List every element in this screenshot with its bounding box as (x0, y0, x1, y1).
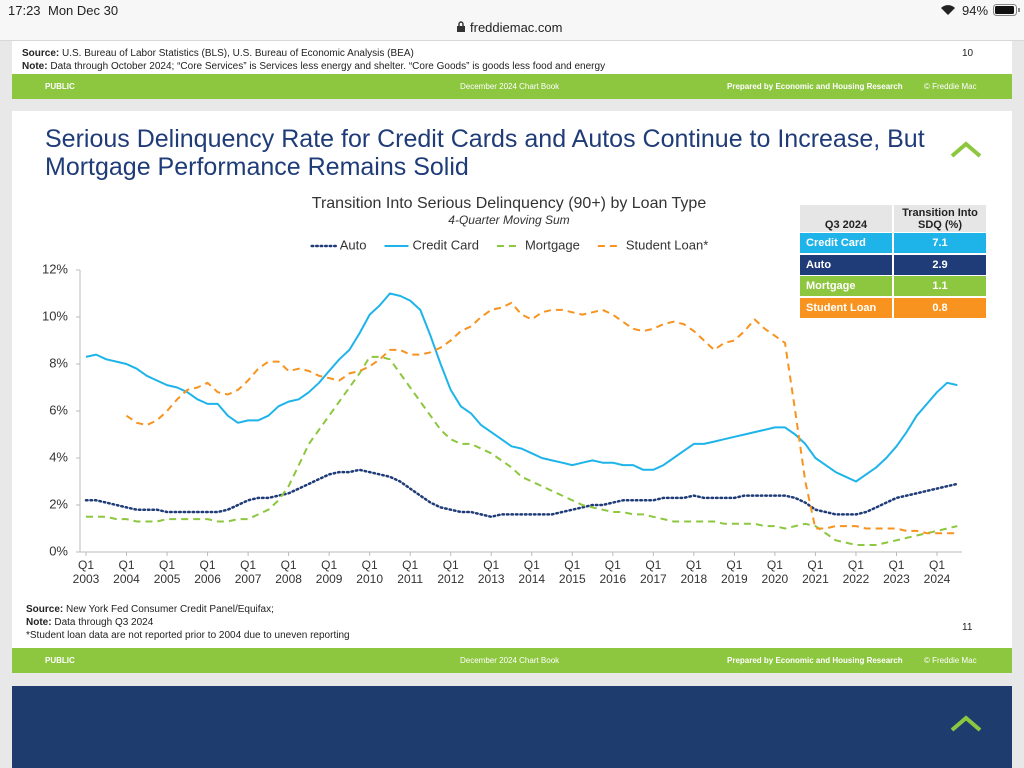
table-row-label: Mortgage (800, 276, 892, 296)
x-tick-label: Q1 2014 (518, 558, 546, 586)
y-tick-label: 2% (49, 496, 68, 511)
note-label: Note: (22, 61, 48, 72)
source: U.S. Bureau of Labor Statistics (BLS), U… (62, 48, 414, 59)
chart-subtitle: 4-Quarter Moving Sum (448, 213, 569, 227)
logo-chevron (950, 141, 982, 158)
legend: Auto Credit Card Mortgage Student Loan* (310, 237, 708, 252)
x-tick-label: Q1 2009 (315, 558, 343, 586)
y-tick-label: 8% (49, 355, 68, 370)
note: Note: Data through October 2024; “Core S… (22, 61, 605, 73)
table-header-cell: Transition Into SDQ (%) (894, 205, 986, 232)
series-line (84, 468, 959, 519)
x-tick-label: Q1 2018 (680, 558, 708, 586)
x-tick-label: Q1 2022 (842, 558, 870, 586)
note-text: Data through Q3 2024 (54, 617, 154, 628)
table-row-label: Auto (800, 254, 892, 275)
slide (12, 111, 1012, 648)
chart-book: December 2024 Chart Book (460, 82, 560, 91)
y-tick-label: 12% (42, 261, 68, 276)
table-row-value: 2.9 (894, 254, 986, 275)
note-text: Data through October 2024; “Core Service… (50, 61, 606, 72)
source-note: Source: U.S. Bureau of Labor Statistics … (22, 48, 414, 60)
page-number: 10 (962, 48, 974, 59)
x-tick-label: Q1 2011 (397, 558, 424, 586)
copyright: © Freddie Mac (924, 82, 977, 91)
x-tick-label: Q1 2023 (883, 558, 910, 586)
battery-icon (993, 4, 1020, 16)
table-row-label: Student Loan (800, 297, 892, 318)
date: Mon Dec 30 (48, 3, 119, 18)
series-line (125, 301, 958, 535)
copyright: © Freddie Mac (924, 656, 977, 665)
battery-level: 94% (962, 3, 989, 18)
footnote: *Student loan data are not reported prio… (26, 630, 350, 641)
table-header-cell: Q3 2024 (800, 205, 892, 232)
page-number: 11 (962, 622, 973, 633)
y-tick-label: 6% (49, 402, 68, 417)
source-label: Source: (26, 604, 64, 615)
source: New York Fed Consumer Credit Panel/Equif… (66, 604, 274, 615)
legend-label: Student Loan* (626, 237, 708, 252)
x-tick-label: Q1 2005 (153, 558, 181, 586)
x-tick-label: Q1 2019 (721, 558, 748, 586)
chart-book: December 2024 Chart Book (460, 656, 560, 665)
classification: PUBLIC (45, 82, 75, 91)
note: Note: Data through Q3 2024 (26, 617, 153, 629)
status-bar: 17:23 Mon Dec 30 freddiemac.com 94% (0, 0, 1024, 41)
table-row-value: 0.8 (894, 297, 986, 318)
y-tick-label: 0% (49, 543, 68, 558)
chart-title: Transition Into Serious Delinquency (90+… (312, 195, 707, 212)
x-tick-label: Q1 2012 (437, 558, 465, 586)
logo-chevron (950, 715, 982, 732)
source-note: Source: New York Fed Consumer Credit Pan… (26, 604, 274, 616)
lock-icon (457, 21, 465, 32)
table-row-label: Credit Card (800, 233, 892, 253)
footer-bar: PUBLIC December 2024 Chart Book Prepared… (12, 648, 1012, 673)
footer-bar: PUBLIC December 2024 Chart Book Prepared… (12, 74, 1012, 99)
legend-label: Auto (340, 237, 367, 252)
legend-label: Mortgage (525, 237, 580, 252)
classification: PUBLIC (45, 656, 75, 665)
y-tick-label: 10% (42, 308, 68, 323)
table-row-value: 7.1 (894, 233, 986, 253)
source-label: Source: (22, 48, 60, 59)
x-tick-label: Q1 2008 (275, 558, 302, 586)
slide-title: Serious Delinquency Rate for Credit Card… (45, 125, 925, 181)
x-tick-label: Q1 2017 (639, 558, 667, 586)
x-tick-label: Q1 2010 (356, 558, 383, 586)
x-tick-label: Q1 2004 (113, 558, 140, 586)
x-tick-label: Q1 2021 (802, 558, 829, 586)
x-tick-label: Q1 2015 (558, 558, 586, 586)
time: 17:23 (8, 3, 41, 18)
next-slide (12, 686, 1012, 768)
wifi-icon (941, 5, 955, 15)
y-tick-label: 4% (49, 449, 68, 464)
table-row-value: 1.1 (894, 276, 986, 296)
series-line (86, 355, 958, 546)
x-tick-label: Q1 2020 (761, 558, 789, 586)
prepared-by: Prepared by Economic and Housing Researc… (727, 656, 903, 665)
x-tick-label: Q1 2016 (599, 558, 627, 586)
x-tick-label: Q1 2003 (72, 558, 100, 586)
prepared-by: Prepared by Economic and Housing Researc… (727, 82, 903, 91)
x-tick-label: Q1 2013 (477, 558, 505, 586)
url[interactable]: freddiemac.com (470, 20, 563, 35)
x-tick-label: Q1 2007 (234, 558, 262, 586)
series-line (85, 292, 958, 483)
x-tick-label: Q1 2006 (194, 558, 221, 586)
legend-label: Credit Card (412, 237, 478, 252)
x-tick-label: Q1 2024 (923, 558, 951, 586)
note-label: Note: (26, 617, 52, 628)
